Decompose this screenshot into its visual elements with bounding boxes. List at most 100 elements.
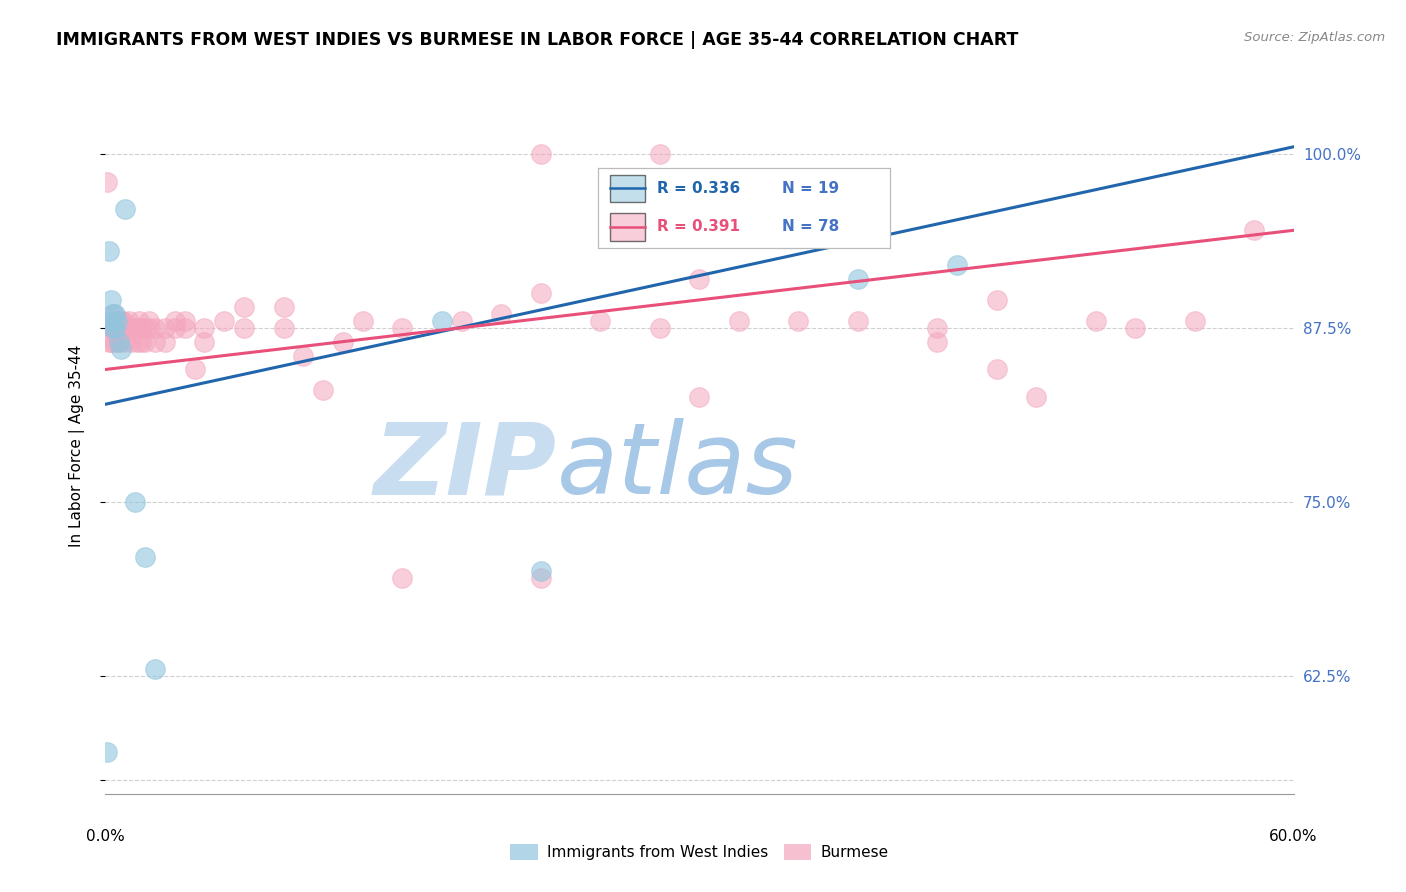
Point	[100, 320, 122, 334]
Point	[127, 334, 149, 349]
Point	[846, 272, 869, 286]
Point	[103, 307, 125, 321]
Point	[120, 334, 142, 349]
Point	[1184, 314, 1206, 328]
Point	[430, 314, 453, 328]
Point	[104, 320, 127, 334]
Point	[925, 320, 948, 334]
Point	[273, 300, 295, 314]
Point	[108, 334, 131, 349]
Point	[118, 320, 141, 334]
Point	[183, 362, 205, 376]
Point	[110, 320, 132, 334]
Point	[787, 314, 810, 328]
Legend: Immigrants from West Indies, Burmese: Immigrants from West Indies, Burmese	[505, 838, 894, 866]
Point	[138, 320, 160, 334]
Text: 0.0%: 0.0%	[86, 829, 125, 844]
Point	[108, 334, 131, 349]
Point	[530, 564, 553, 578]
Text: atlas: atlas	[557, 418, 799, 516]
Point	[391, 320, 413, 334]
Point	[946, 258, 969, 272]
Point	[134, 550, 156, 565]
Point	[986, 293, 1008, 307]
Point	[134, 320, 156, 334]
Point	[163, 320, 186, 334]
Point	[104, 334, 127, 349]
Point	[689, 390, 711, 404]
Point	[846, 314, 869, 328]
Point	[124, 320, 146, 334]
Point	[233, 300, 256, 314]
Point	[104, 320, 127, 334]
Point	[530, 146, 553, 161]
Point	[925, 334, 948, 349]
Text: Source: ZipAtlas.com: Source: ZipAtlas.com	[1244, 31, 1385, 45]
Point	[1123, 320, 1146, 334]
Y-axis label: In Labor Force | Age 35-44: In Labor Force | Age 35-44	[69, 345, 84, 547]
Point	[112, 314, 135, 328]
Point	[352, 314, 374, 328]
Point	[112, 320, 135, 334]
Point	[153, 334, 176, 349]
Point	[103, 307, 125, 321]
Point	[129, 320, 152, 334]
Point	[648, 146, 671, 161]
Point	[143, 320, 166, 334]
Point	[105, 314, 128, 328]
Point	[118, 314, 141, 328]
Point	[163, 314, 186, 328]
Point	[100, 334, 122, 349]
Point	[105, 314, 128, 328]
Point	[530, 571, 553, 585]
Point	[98, 244, 121, 259]
Text: IMMIGRANTS FROM WEST INDIES VS BURMESE IN LABOR FORCE | AGE 35-44 CORRELATION CH: IMMIGRANTS FROM WEST INDIES VS BURMESE I…	[56, 31, 1018, 49]
Point	[100, 293, 122, 307]
Point	[292, 349, 315, 363]
Point	[589, 314, 612, 328]
Point	[114, 334, 136, 349]
Point	[100, 314, 122, 328]
Point	[108, 314, 131, 328]
Point	[143, 334, 166, 349]
Point	[138, 314, 160, 328]
Point	[986, 362, 1008, 376]
Text: ZIP: ZIP	[374, 418, 557, 516]
Point	[491, 307, 513, 321]
Point	[173, 314, 195, 328]
Point	[114, 320, 136, 334]
Point	[124, 494, 146, 508]
Point	[312, 384, 335, 398]
Point	[1243, 223, 1265, 237]
Point	[105, 327, 128, 342]
Point	[1025, 390, 1047, 404]
Point	[233, 320, 256, 334]
Point	[134, 334, 156, 349]
Point	[193, 334, 215, 349]
Point	[273, 320, 295, 334]
Point	[450, 314, 472, 328]
Point	[103, 320, 125, 334]
Point	[103, 320, 125, 334]
Point	[1084, 314, 1107, 328]
Point	[110, 314, 132, 328]
Point	[122, 320, 145, 334]
Point	[153, 320, 176, 334]
Point	[128, 314, 150, 328]
Point	[120, 320, 142, 334]
Point	[96, 745, 118, 759]
Point	[530, 285, 553, 300]
Point	[648, 320, 671, 334]
Point	[193, 320, 215, 334]
Point	[110, 342, 132, 356]
Point	[143, 662, 166, 676]
Point	[391, 571, 413, 585]
Point	[114, 202, 136, 217]
Point	[128, 320, 150, 334]
Point	[332, 334, 354, 349]
Point	[127, 320, 149, 334]
Point	[173, 320, 195, 334]
Point	[98, 334, 121, 349]
Point	[96, 175, 118, 189]
Point	[689, 272, 711, 286]
